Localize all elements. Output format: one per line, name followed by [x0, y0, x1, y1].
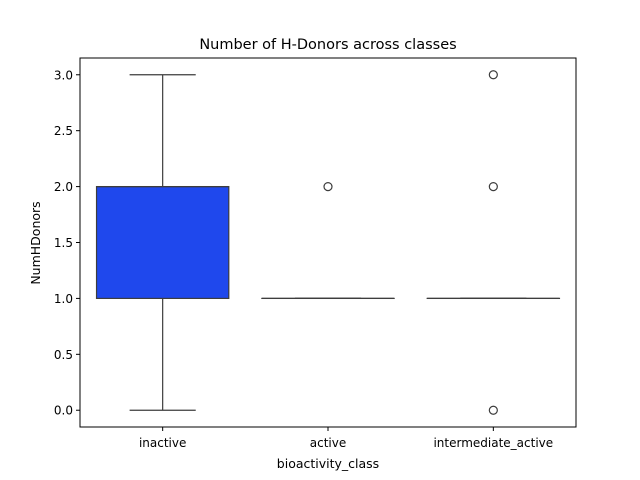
y-tick-label: 2.5 — [54, 124, 73, 138]
y-tick-label: 0.5 — [54, 348, 73, 362]
x-axis: inactive active intermediate_active — [139, 427, 553, 450]
y-tick-label: 1.0 — [54, 292, 73, 306]
y-tick-label: 2.0 — [54, 180, 73, 194]
outlier-point — [488, 70, 498, 80]
outlier-point — [488, 181, 498, 192]
box-inactive — [95, 74, 230, 411]
y-axis-label: NumHDonors — [28, 201, 43, 284]
x-tick-label: active — [310, 436, 346, 450]
y-tick-label: 3.0 — [54, 68, 73, 82]
box-iqr — [95, 185, 230, 300]
x-tick-label: inactive — [139, 436, 186, 450]
chart-title: Number of H-Donors across classes — [199, 37, 456, 53]
outlier-point — [488, 405, 498, 415]
plot-area — [95, 70, 561, 415]
outlier-point — [323, 181, 333, 192]
y-tick-label: 1.5 — [54, 236, 73, 250]
x-tick-label: intermediate_active — [433, 436, 553, 450]
x-axis-label: bioactivity_class — [277, 456, 379, 471]
y-axis: 0.0 0.5 1.0 1.5 2.0 2.5 3.0 — [54, 68, 80, 418]
box-intermediate_active — [426, 70, 561, 415]
y-tick-label: 0.0 — [54, 404, 73, 418]
box-active — [261, 181, 395, 300]
